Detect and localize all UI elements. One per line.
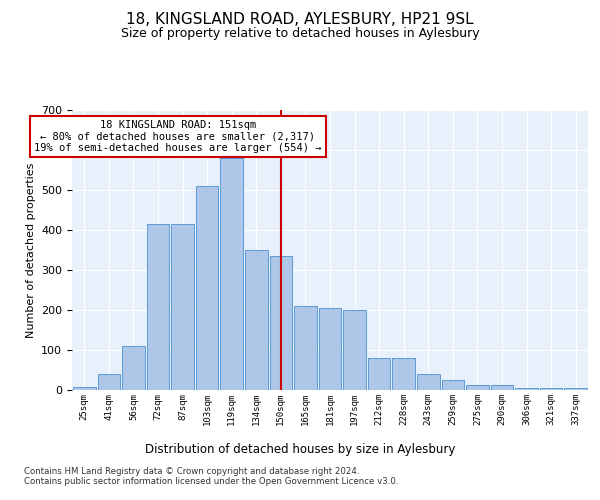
Bar	[220, 158, 243, 390]
Text: Contains public sector information licensed under the Open Government Licence v3: Contains public sector information licen…	[24, 478, 398, 486]
Bar	[294, 306, 317, 390]
Bar	[171, 224, 194, 390]
Bar	[146, 224, 169, 390]
Bar	[368, 358, 391, 390]
Text: 18 KINGSLAND ROAD: 151sqm
← 80% of detached houses are smaller (2,317)
19% of se: 18 KINGSLAND ROAD: 151sqm ← 80% of detac…	[34, 120, 322, 153]
Bar	[343, 310, 366, 390]
Bar	[565, 388, 587, 390]
Text: 18, KINGSLAND ROAD, AYLESBURY, HP21 9SL: 18, KINGSLAND ROAD, AYLESBURY, HP21 9SL	[126, 12, 474, 28]
Bar	[196, 186, 218, 390]
Text: Contains HM Land Registry data © Crown copyright and database right 2024.: Contains HM Land Registry data © Crown c…	[24, 468, 359, 476]
Bar	[491, 385, 514, 390]
Bar	[466, 385, 489, 390]
Text: Size of property relative to detached houses in Aylesbury: Size of property relative to detached ho…	[121, 28, 479, 40]
Bar	[269, 256, 292, 390]
Text: Distribution of detached houses by size in Aylesbury: Distribution of detached houses by size …	[145, 442, 455, 456]
Bar	[540, 388, 562, 390]
Bar	[122, 346, 145, 390]
Bar	[392, 358, 415, 390]
Bar	[245, 250, 268, 390]
Bar	[319, 308, 341, 390]
Bar	[417, 374, 440, 390]
Bar	[515, 388, 538, 390]
Bar	[73, 387, 95, 390]
Bar	[442, 380, 464, 390]
Y-axis label: Number of detached properties: Number of detached properties	[26, 162, 35, 338]
Bar	[98, 374, 120, 390]
